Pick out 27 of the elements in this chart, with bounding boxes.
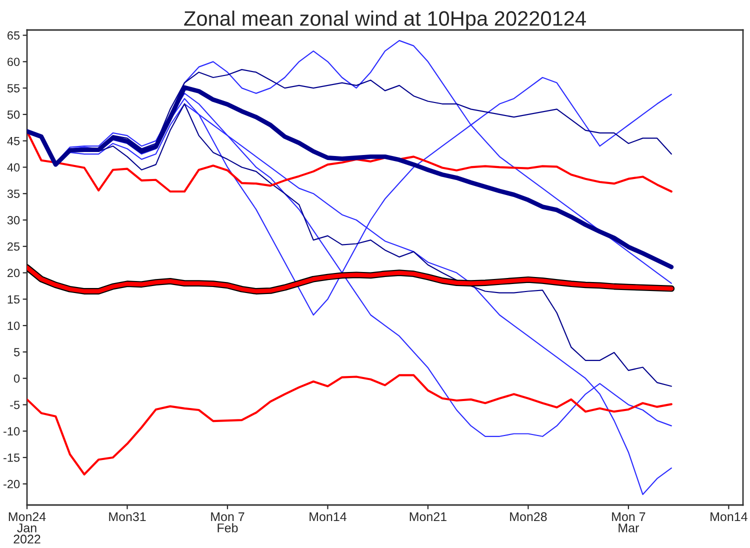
y-tick-label: 10 — [8, 322, 20, 330]
x-tick-label: Mon14 — [710, 512, 748, 522]
chart-title: Zonal mean zonal wind at 10Hpa 20220124 — [184, 10, 586, 30]
x-tick-label: Mon21 — [410, 512, 446, 522]
y-tick-label: -5 — [10, 400, 20, 410]
x-tick-label: Mon24 Jan 2022 — [8, 512, 46, 544]
y-tick-label: 30 — [7, 216, 20, 224]
y-tick-label: 60 — [8, 58, 20, 66]
y-tick-label: -15 — [4, 454, 20, 462]
x-tick-label: Mon31 — [109, 512, 146, 522]
x-tick-label: Mon 7 Mar — [612, 512, 646, 532]
y-tick-label: 15 — [8, 295, 20, 304]
y-tick-label: -10 — [4, 427, 20, 436]
x-tick-label: Mon28 — [510, 512, 547, 522]
y-tick-label: 5 — [14, 348, 20, 356]
y-tick-label: 20 — [8, 268, 20, 278]
x-tick-label: Mon14 — [310, 512, 346, 522]
y-tick-label: 35 — [7, 190, 20, 198]
y-tick-label: 40 — [7, 163, 20, 172]
y-tick-label: 45 — [7, 136, 20, 146]
y-tick-label: 50 — [7, 110, 20, 119]
y-tick-label: 0 — [14, 374, 20, 383]
y-tick-label: 25 — [8, 242, 20, 251]
y-tick-label: -20 — [4, 480, 20, 488]
y-tick-label: 65 — [8, 31, 20, 40]
x-tick-label: Mon 7 Feb — [211, 512, 244, 532]
y-tick-label: 55 — [7, 84, 20, 92]
